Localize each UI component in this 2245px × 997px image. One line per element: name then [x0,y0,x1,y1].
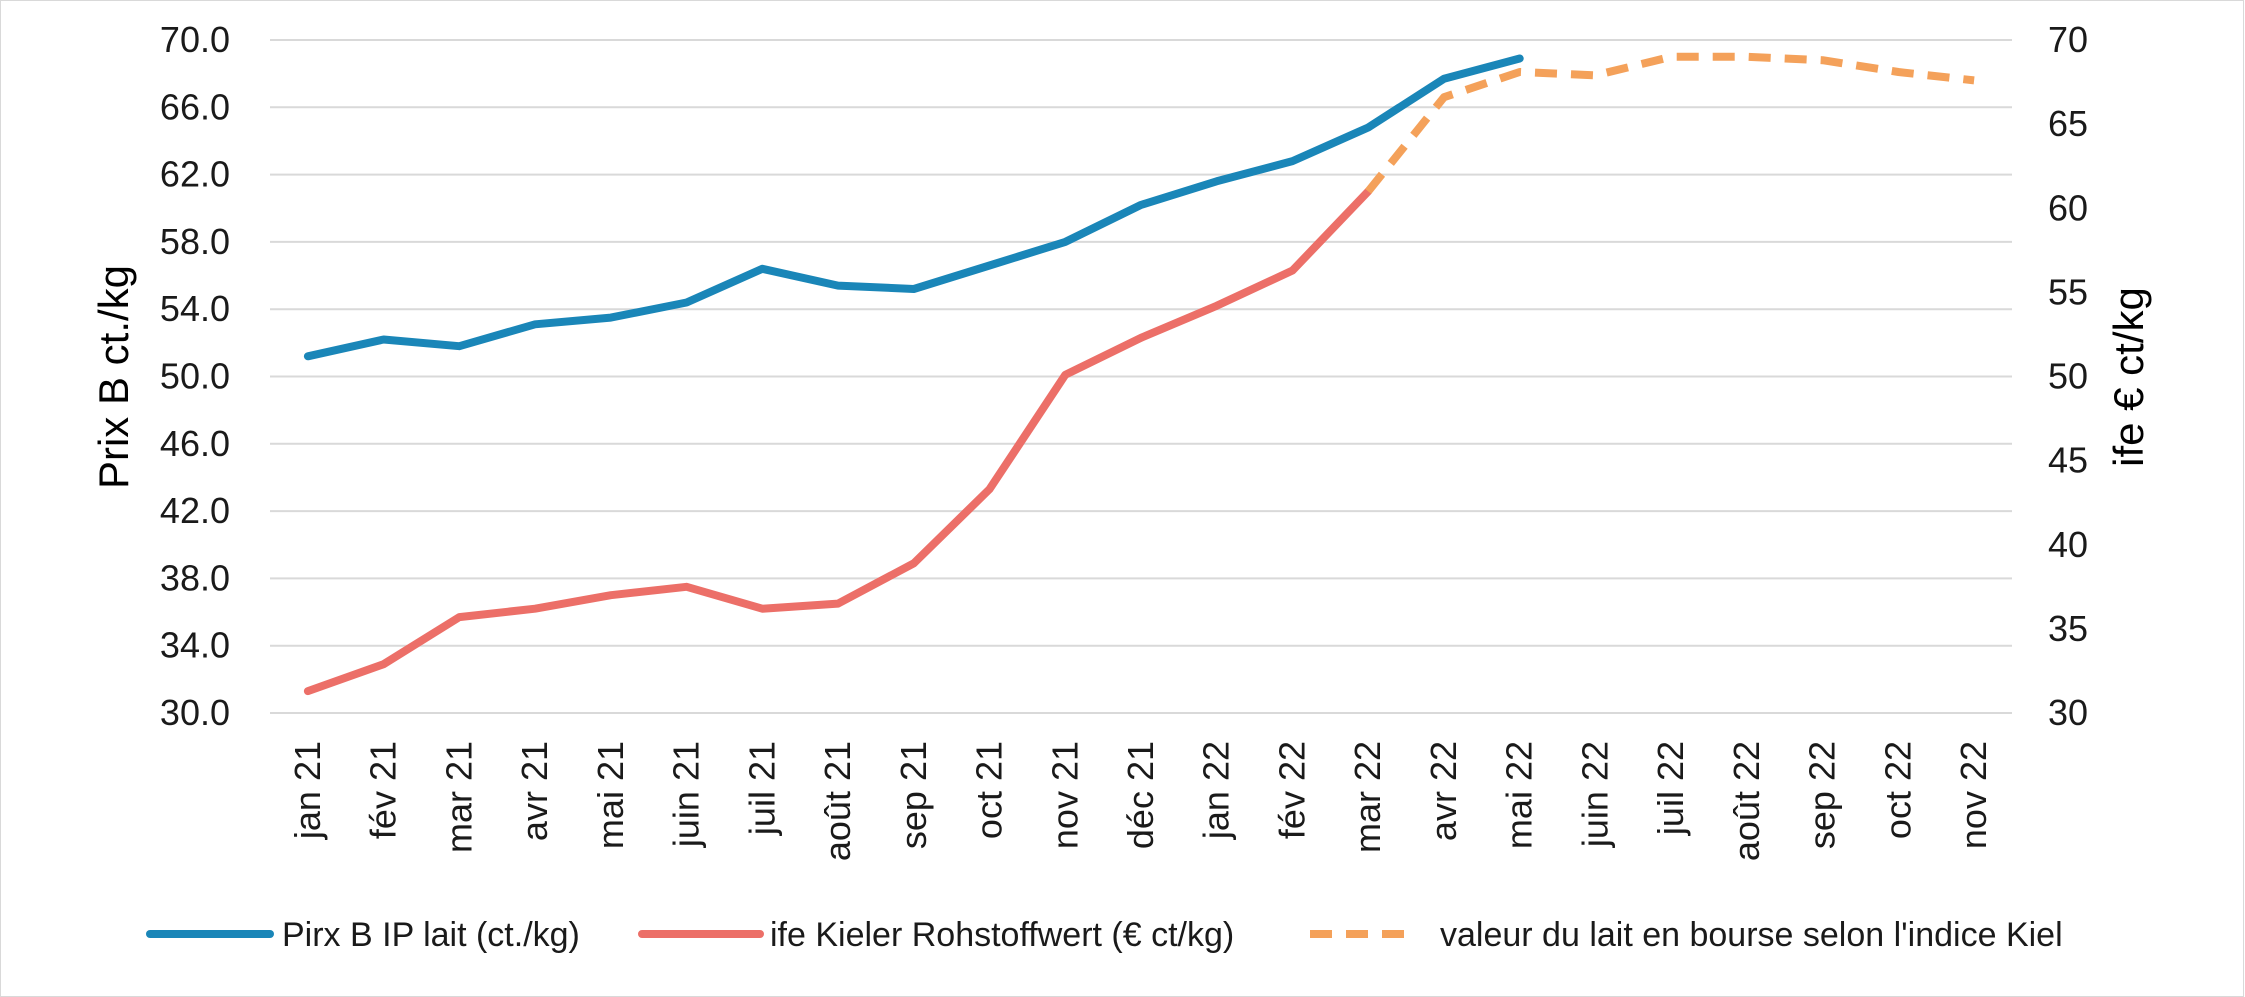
gridlines [270,39,2012,714]
legend-label-2: ife Kieler Rohstoffwert (€ ct/kg) [770,916,1234,954]
right-tick-label: 65 [2048,103,2088,144]
right-tick-label: 40 [2048,524,2088,565]
x-tick-label: juin 22 [1574,741,1615,848]
left-tick-label: 70.0 [160,19,230,60]
right-axis-title: ife € ct/kg [2105,287,2152,467]
left-tick-label: 30.0 [160,692,230,733]
x-tick-label: août 22 [1726,741,1767,861]
left-tick-label: 38.0 [160,557,230,598]
x-tick-label: sep 21 [893,741,934,849]
x-axis-ticks: jan 21 fév 21 mar 21 avr 21 mai 21 juin 21 jui… [287,741,1994,861]
x-tick-label: sep 22 [1802,741,1843,849]
left-tick-label: 46.0 [160,423,230,464]
left-tick-label: 54.0 [160,288,230,329]
left-axis-ticks: 30.0 34.0 38.0 42.0 46.0 50.0 54.0 58.0 62.0 66.0… [160,19,230,733]
x-tick-label: fév 21 [363,741,404,839]
left-tick-label: 58.0 [160,221,230,262]
x-tick-label: jan 21 [287,741,328,840]
x-tick-label: mai 22 [1499,741,1540,849]
series-line-1 [303,54,1524,361]
left-tick-label: 34.0 [160,625,230,666]
right-tick-label: 60 [2048,187,2088,228]
x-tick-label: juin 21 [666,741,707,848]
x-tick-label: mar 21 [438,741,479,853]
x-tick-label: avr 21 [514,741,555,841]
x-tick-label: mar 22 [1347,741,1388,853]
right-tick-label: 55 [2048,271,2088,312]
left-axis-title: Prix B ct./kg [90,265,137,489]
series-line-3 [1365,52,1975,194]
x-tick-label: juil 22 [1650,741,1691,836]
left-tick-label: 50.0 [160,356,230,397]
left-tick-label: 66.0 [160,86,230,127]
x-tick-label: nov 21 [1044,741,1085,849]
right-tick-label: 70 [2048,19,2088,60]
x-tick-label: nov 22 [1953,741,1994,849]
left-tick-label: 42.0 [160,490,230,531]
right-tick-label: 30 [2048,692,2088,733]
series-lines [303,52,1975,696]
right-axis-ticks: 30 35 40 45 50 55 60 65 70 [2048,19,2088,733]
legend: Pirx B IP lait (ct./kg) ife Kieler Rohsto… [146,916,2063,954]
legend-label-1: Pirx B IP lait (ct./kg) [282,916,580,954]
x-tick-label: oct 22 [1877,741,1918,839]
series-line-2 [303,187,1373,696]
right-tick-label: 35 [2048,608,2088,649]
legend-label-3: valeur du lait en bourse selon l'indice … [1440,916,2063,954]
right-tick-label: 45 [2048,440,2088,481]
x-tick-label: juil 21 [741,741,782,836]
x-tick-label: mai 21 [590,741,631,849]
right-tick-label: 50 [2048,356,2088,397]
x-tick-label: avr 22 [1423,741,1464,841]
x-tick-label: oct 21 [969,741,1010,839]
x-tick-label: août 21 [817,741,858,861]
x-tick-label: fév 22 [1271,741,1312,839]
x-tick-label: jan 22 [1196,741,1237,840]
left-tick-label: 62.0 [160,154,230,195]
x-tick-label: déc 21 [1120,741,1161,849]
